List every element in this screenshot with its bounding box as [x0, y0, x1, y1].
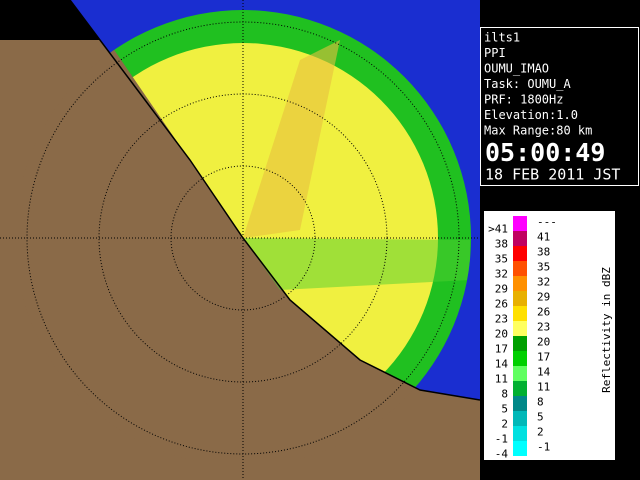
legend-high: 38	[537, 246, 550, 259]
legend-low: >41	[488, 223, 508, 236]
legend-high: 29	[537, 291, 550, 304]
info-line: OUMU_IMAO	[484, 62, 549, 76]
info-line: ilts1	[484, 31, 520, 45]
info-line: PRF: 1800Hz	[484, 93, 563, 107]
legend-high: 5	[537, 411, 544, 424]
legend-high: 23	[537, 321, 550, 334]
legend-swatch	[513, 261, 527, 276]
legend-swatch	[513, 321, 527, 336]
legend-swatch	[513, 441, 527, 456]
legend-high: 2	[537, 426, 544, 439]
legend-low: 38	[495, 238, 508, 251]
legend-high: 17	[537, 351, 550, 364]
legend-swatch	[513, 351, 527, 366]
legend-low: 8	[501, 388, 508, 401]
legend-swatch	[513, 291, 527, 306]
legend-swatch	[513, 276, 527, 291]
legend-low: 5	[501, 403, 508, 416]
legend-low: -4	[495, 448, 509, 461]
legend-low: 20	[495, 328, 508, 341]
legend-high: 32	[537, 276, 550, 289]
info-line: Max Range:80 km	[484, 124, 592, 138]
legend-high: 35	[537, 261, 550, 274]
legend-swatch	[513, 246, 527, 261]
legend-swatch	[513, 411, 527, 426]
legend-low: 32	[495, 268, 508, 281]
info-panel	[480, 27, 639, 186]
legend-high: 14	[537, 366, 551, 379]
time: 05:00:49	[485, 138, 605, 167]
legend-swatch	[513, 231, 527, 246]
info-line: Task: OUMU_A	[484, 77, 571, 91]
legend-box	[483, 210, 616, 461]
legend-swatch	[513, 306, 527, 321]
legend-high: -1	[537, 441, 550, 454]
legend-high: 41	[537, 231, 550, 244]
legend-title: Reflectivity in dBZ	[600, 267, 613, 393]
legend-low: 11	[495, 373, 508, 386]
info-line: PPI	[484, 46, 506, 60]
legend-high: 20	[537, 336, 550, 349]
date: 18 FEB 2011 JST	[485, 166, 620, 184]
legend-swatch	[513, 366, 527, 381]
legend-high: 11	[537, 381, 550, 394]
legend-swatch	[513, 396, 527, 411]
echo-band	[243, 238, 470, 290]
map	[0, 0, 480, 480]
coastline	[69, 0, 480, 401]
range-rings	[0, 0, 480, 480]
legend-low: 17	[495, 343, 508, 356]
legend-high: 26	[537, 306, 550, 319]
legend-low: 29	[495, 283, 508, 296]
legend-low: 14	[495, 358, 509, 371]
outside	[0, 0, 100, 40]
legend-high: ---	[537, 216, 557, 229]
info-line: Elevation:1.0	[484, 108, 578, 122]
legend-swatch	[513, 336, 527, 351]
legend-swatch	[513, 216, 527, 231]
legend-low: 2	[501, 418, 508, 431]
legend-swatch	[513, 381, 527, 396]
legend-low: 35	[495, 253, 508, 266]
legend-swatch	[513, 426, 527, 441]
legend-high: 8	[537, 396, 544, 409]
legend-low: 26	[495, 298, 508, 311]
legend: >41 --- 38 41 35 38 32 35 29 32 26 29 23 26 20 23 17 20 14…	[488, 216, 557, 461]
legend-low: -1	[495, 433, 508, 446]
echo-band	[243, 40, 340, 238]
legend-low: 23	[495, 313, 508, 326]
